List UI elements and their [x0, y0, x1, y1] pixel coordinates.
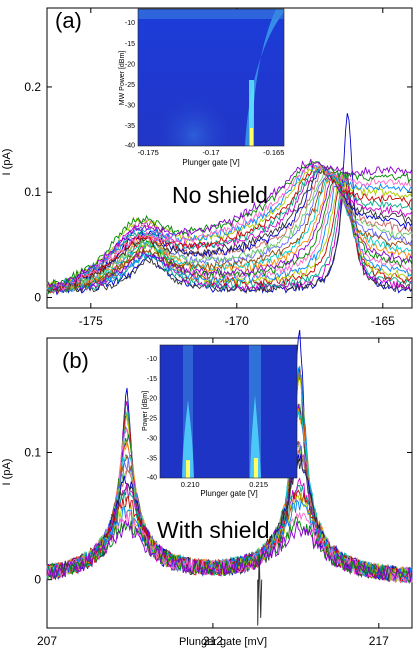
- x-tick-label: -175: [79, 314, 103, 328]
- inset-frame: [159, 344, 298, 479]
- y-tick-label: 0: [34, 573, 41, 587]
- inset-y-tick-label: -10: [125, 20, 135, 27]
- panel-a: -175 -170 -165 0 0.1 0.2 (a) No shield I (pA)…: [1, 7, 413, 328]
- inset-b-right-glow: [250, 395, 261, 478]
- inset-y-tick-label: -15: [125, 41, 135, 48]
- inset-b-hot-left: [186, 460, 190, 478]
- inset-y-tick-label: -25: [147, 416, 157, 423]
- inset-y-tick-label: -25: [125, 82, 135, 89]
- y-tick-label: 0.1: [24, 445, 41, 459]
- series-line: [46, 161, 413, 291]
- inset-b-hot-right: [254, 458, 258, 478]
- series-line: [46, 162, 413, 290]
- panel-b: 207 212 217 0 0.1 (b) With shield I (pA) Plu…: [1, 329, 413, 648]
- panel-b-ticks: 207 212 217 0 0.1: [24, 338, 412, 648]
- series-line: [46, 168, 413, 293]
- x-tick-label: 212: [203, 634, 223, 648]
- series-line: [46, 166, 413, 288]
- panel-a-ticks: -175 -170 -165 0 0.1 0.2: [24, 8, 412, 328]
- panel-b-ylabel: I (pA): [1, 459, 13, 486]
- series-line: [46, 175, 413, 294]
- x-tick-label: 207: [37, 634, 57, 648]
- series-line: [46, 158, 413, 291]
- y-tick-label: 0: [34, 290, 41, 304]
- inset-a-ticks: -10 -15 -20 -25 -30 -35 -40-0.175 -0.17 -0.165: [125, 8, 285, 157]
- y-tick-label: 0.1: [24, 185, 41, 199]
- inset-x-tick-label: -0.17: [202, 148, 219, 157]
- panel-b-label: (b): [62, 348, 89, 373]
- series-line: [46, 171, 413, 292]
- inset-y-tick-label: -15: [147, 376, 157, 383]
- inset-b-ticks: -10 -15 -20 -25 -30 -35 -40 0.210 0.215: [147, 344, 298, 489]
- series-line: [46, 165, 413, 292]
- series-line: [46, 169, 413, 293]
- panel-a-inset: -10 -15 -20 -25 -30 -35 -40-0.175 -0.17 -0.165 P…: [119, 8, 285, 167]
- inset-a-top-band: [138, 9, 284, 19]
- panel-a-frame: [46, 7, 413, 309]
- inset-b-xlabel: Plunger gate [V]: [200, 489, 257, 498]
- inset-y-tick-label: -30: [147, 436, 157, 443]
- inset-y-tick-label: -35: [147, 456, 157, 463]
- series-line: [46, 171, 413, 294]
- inset-a-ylabel: MW Power [dBm]: [119, 51, 126, 106]
- glitch-line: [257, 554, 263, 626]
- panel-b-xlabel: Plunger gate [mV]: [179, 636, 267, 648]
- inset-x-tick-label: -0.165: [263, 148, 284, 157]
- panel-b-annotation: With shield: [157, 517, 269, 543]
- inset-y-tick-label: -10: [147, 356, 157, 363]
- series-line: [46, 113, 413, 296]
- inset-b-plot: [160, 345, 297, 478]
- inset-y-tick-label: -35: [125, 123, 135, 130]
- x-tick-label: 217: [369, 634, 389, 648]
- panel-b-curves: [46, 329, 413, 626]
- inset-a-bright-line: [249, 80, 254, 146]
- inset-b-left-glow: [182, 400, 194, 478]
- inset-x-tick-label: 0.210: [181, 480, 200, 489]
- x-tick-label: -165: [371, 314, 395, 328]
- inset-y-tick-label: -40: [125, 143, 135, 150]
- panel-a-label: (a): [55, 8, 82, 33]
- inset-x-tick-label: -0.175: [138, 148, 159, 157]
- inset-a-xlabel: Plunger gate [V]: [182, 158, 239, 167]
- inset-y-tick-label: -20: [147, 396, 157, 403]
- inset-a-bright-fan: [245, 9, 284, 146]
- x-tick-label: -170: [225, 314, 249, 328]
- inset-a-arc: [160, 74, 228, 146]
- panel-a-ylabel: I (pA): [1, 149, 13, 176]
- inset-x-tick-label: 0.215: [249, 480, 268, 489]
- series-line: [46, 519, 413, 583]
- inset-y-tick-label: -20: [125, 61, 135, 68]
- inset-b-ylabel: Power [dBm]: [142, 391, 149, 431]
- panel-a-curves: [46, 113, 413, 296]
- panel-b-inset: -10 -15 -20 -25 -30 -35 -40 0.210 0.215 Plunger …: [142, 344, 298, 498]
- inset-y-tick-label: -30: [125, 102, 135, 109]
- inset-y-tick-label: -40: [147, 475, 157, 482]
- panel-b-frame: [46, 337, 413, 629]
- inset-a-hot-spot: [250, 128, 253, 146]
- inset-frame: [137, 8, 285, 147]
- panel-a-annotation: No shield: [172, 182, 268, 208]
- y-tick-label: 0.2: [24, 80, 41, 94]
